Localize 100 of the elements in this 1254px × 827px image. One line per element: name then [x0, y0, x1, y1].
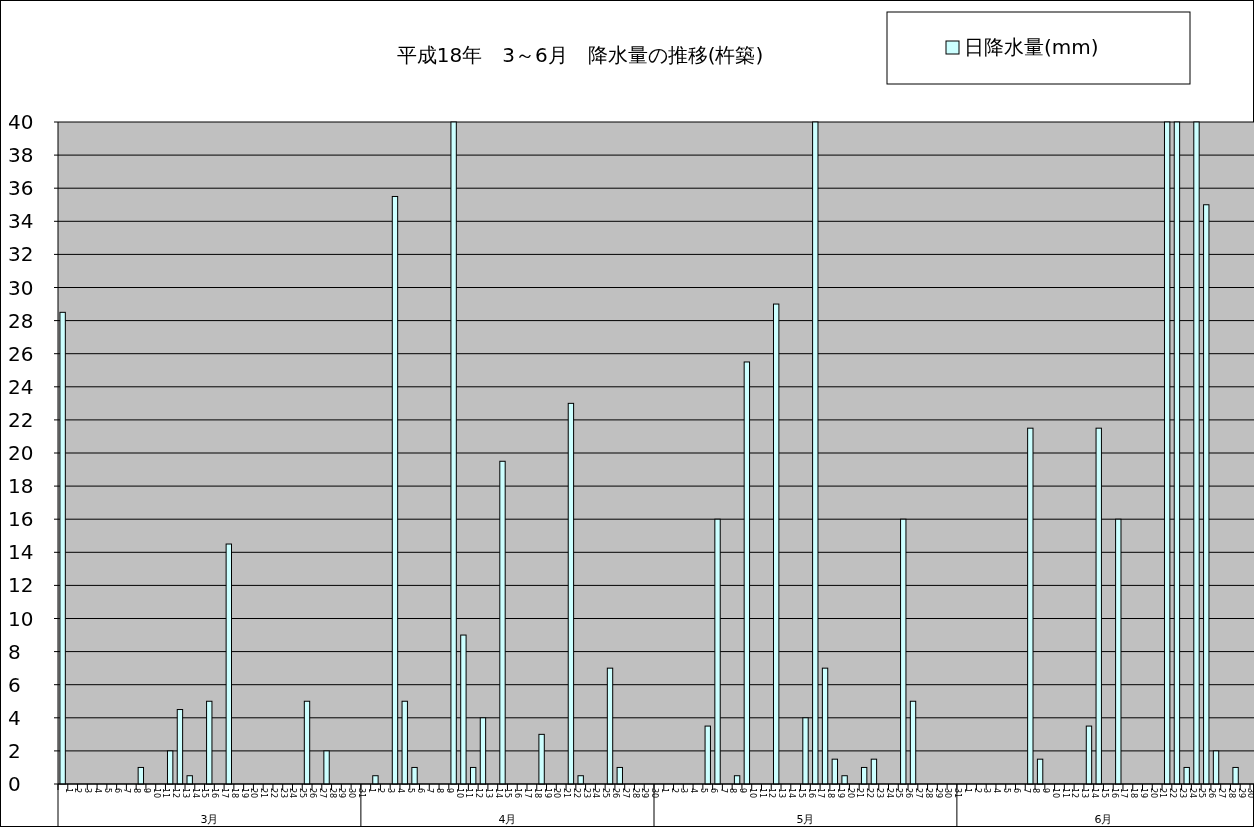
- x-tick-label: 18: [229, 788, 239, 799]
- x-tick-label: 27: [1217, 788, 1227, 799]
- x-tick-label: 21: [562, 788, 572, 799]
- y-tick-label: 10: [8, 606, 34, 631]
- x-tick-label: 25: [1197, 788, 1207, 799]
- x-tick-label: 10: [1050, 788, 1060, 799]
- x-tick-label: 8: [728, 788, 738, 794]
- x-tick-label: 3: [83, 788, 93, 794]
- text: 3月: [200, 813, 219, 826]
- x-tick-label: 1: [63, 788, 73, 794]
- x-tick-label: 28: [630, 788, 640, 799]
- x-tick-label: 8: [435, 788, 445, 794]
- x-tick-label: 28: [923, 788, 933, 799]
- x-tick-label: 22: [865, 788, 875, 799]
- y-tick-label: 32: [8, 242, 34, 267]
- text: 5月: [796, 813, 815, 826]
- x-tick-label: 8: [1031, 788, 1041, 794]
- x-tick-label: 22: [571, 788, 581, 799]
- x-tick-label: 9: [1041, 788, 1051, 794]
- x-tick-label: 24: [1187, 788, 1197, 799]
- y-tick-label: 38: [8, 143, 34, 168]
- x-tick-label: 26: [611, 788, 621, 799]
- x-tick-label: 23: [1177, 788, 1187, 799]
- x-tick-label: 14: [786, 788, 796, 799]
- legend-label: 日降水量(mm): [964, 35, 1099, 59]
- x-tick-label: 12: [1070, 788, 1080, 799]
- x-tick-label: 5: [1001, 788, 1011, 794]
- x-tick-label: 6: [112, 788, 122, 794]
- y-tick-label: 4: [8, 705, 21, 730]
- x-tick-label: 29: [933, 788, 943, 799]
- x-tick-label: 13: [1080, 788, 1090, 799]
- x-tick-label: 17: [816, 788, 826, 799]
- x-tick-label: 22: [268, 788, 278, 799]
- x-tick-label: 31: [356, 788, 366, 799]
- x-tick-label: 7: [718, 788, 728, 794]
- y-tick-label: 28: [8, 308, 34, 333]
- x-tick-label: 11: [161, 788, 171, 799]
- x-tick-label: 2: [73, 788, 83, 794]
- y-tick-label: 14: [8, 540, 34, 565]
- x-tick-label: 26: [308, 788, 318, 799]
- x-tick-label: 17: [523, 788, 533, 799]
- x-tick-label: 28: [1226, 788, 1236, 799]
- y-tick-label: 12: [8, 573, 34, 598]
- x-tick-label: 10: [454, 788, 464, 799]
- x-tick-label: 17: [220, 788, 230, 799]
- x-tick-label: 10: [747, 788, 757, 799]
- x-tick-label: 29: [640, 788, 650, 799]
- x-tick-label: 7: [425, 788, 435, 794]
- x-tick-label: 18: [1129, 788, 1139, 799]
- x-tick-label: 24: [591, 788, 601, 799]
- x-tick-label: 16: [1109, 788, 1119, 799]
- x-tick-label: 19: [1138, 788, 1148, 799]
- y-tick-label: 36: [8, 176, 34, 201]
- x-tick-label: 7: [1021, 788, 1031, 794]
- x-tick-label: 21: [259, 788, 269, 799]
- x-tick-label: 23: [581, 788, 591, 799]
- x-tick-label: 5: [405, 788, 415, 794]
- x-tick-label: 25: [601, 788, 611, 799]
- x-tick-label: 19: [239, 788, 249, 799]
- x-tick-label: 15: [1099, 788, 1109, 799]
- x-tick-label: 24: [288, 788, 298, 799]
- y-tick-label: 20: [8, 441, 34, 465]
- x-tick-label: 29: [1236, 788, 1246, 799]
- x-tick-label: 1: [366, 788, 376, 794]
- y-tick-label: 24: [8, 374, 34, 399]
- x-tick-label: 3: [386, 788, 396, 794]
- x-tick-label: 16: [210, 788, 220, 799]
- x-tick-label: 9: [141, 788, 151, 794]
- x-tick-label: 18: [532, 788, 542, 799]
- x-tick-label: 24: [884, 788, 894, 799]
- x-tick-label: 20: [845, 788, 855, 799]
- x-tick-label: 3: [982, 788, 992, 794]
- x-tick-label: 25: [894, 788, 904, 799]
- x-tick-label: 11: [464, 788, 474, 799]
- x-tick-label: 11: [1060, 788, 1070, 799]
- text: 6月: [1094, 813, 1113, 826]
- x-tick-label: 25: [298, 788, 308, 799]
- x-tick-label: 13: [180, 788, 190, 799]
- x-tick-label: 10: [151, 788, 161, 799]
- y-tick-label: 6: [8, 672, 21, 697]
- x-tick-label: 17: [1119, 788, 1129, 799]
- x-tick-label: 4: [92, 788, 102, 794]
- x-tick-label: 8: [132, 788, 142, 794]
- x-tick-label: 27: [914, 788, 924, 799]
- x-tick-label: 5: [102, 788, 112, 794]
- x-tick-label: 12: [171, 788, 181, 799]
- x-tick-label: 16: [513, 788, 523, 799]
- y-tick-label: 34: [8, 209, 34, 234]
- x-tick-label: 22: [1168, 788, 1178, 799]
- x-tick-label: 2: [972, 788, 982, 794]
- x-tick-label: 31: [953, 788, 963, 799]
- x-tick-label: 13: [777, 788, 787, 799]
- x-tick-label: 12: [767, 788, 777, 799]
- x-tick-label: 6: [708, 788, 718, 794]
- x-tick-label: 20: [552, 788, 562, 799]
- text: 4月: [498, 813, 517, 826]
- y-tick-label: 8: [8, 639, 21, 664]
- x-tick-label: 2: [669, 788, 679, 794]
- x-tick-label: 27: [620, 788, 630, 799]
- x-tick-label: 21: [1158, 788, 1168, 799]
